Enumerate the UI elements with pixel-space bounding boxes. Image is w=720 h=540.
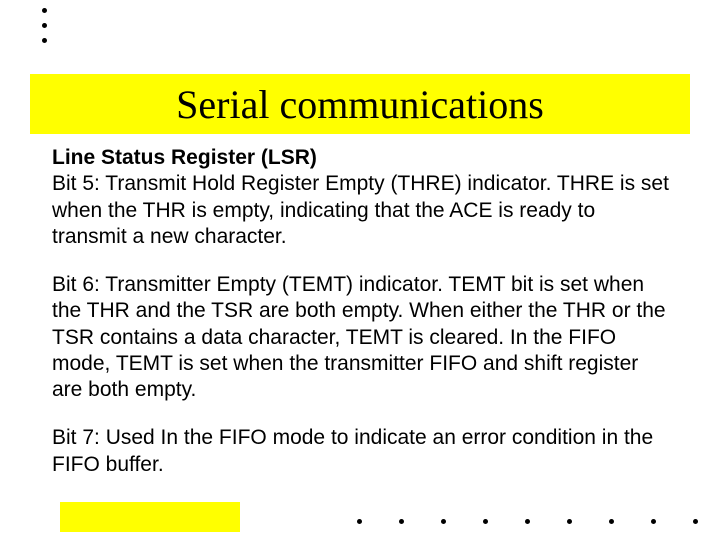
footer-accent-rect bbox=[60, 502, 240, 532]
dot-icon bbox=[441, 519, 446, 524]
dot-icon bbox=[483, 519, 488, 524]
body-text-bit7: Bit 7: Used In the FIFO mode to indicate… bbox=[52, 425, 672, 478]
dot-icon bbox=[357, 519, 362, 524]
section-heading: Line Status Register (LSR) bbox=[52, 146, 317, 169]
dot-icon bbox=[567, 519, 572, 524]
dot-icon bbox=[651, 519, 656, 524]
dot-icon bbox=[42, 23, 47, 28]
slide-title: Serial communications bbox=[176, 81, 544, 128]
slide-body: Line Status Register (LSR) Bit 5: Transm… bbox=[52, 145, 672, 478]
bottom-dot-row bbox=[357, 519, 698, 524]
dot-icon bbox=[399, 519, 404, 524]
dot-icon bbox=[609, 519, 614, 524]
body-text-bit6: Bit 6: Transmitter Empty (TEMT) indicato… bbox=[52, 272, 672, 403]
top-dot-indicator bbox=[42, 8, 47, 43]
dot-icon bbox=[42, 38, 47, 43]
dot-icon bbox=[693, 519, 698, 524]
paragraph-block: Line Status Register (LSR) Bit 5: Transm… bbox=[52, 145, 672, 250]
dot-icon bbox=[525, 519, 530, 524]
slide-title-bar: Serial communications bbox=[30, 74, 690, 134]
body-text-bit5: Bit 5: Transmit Hold Register Empty (THR… bbox=[52, 172, 669, 248]
dot-icon bbox=[42, 8, 47, 13]
